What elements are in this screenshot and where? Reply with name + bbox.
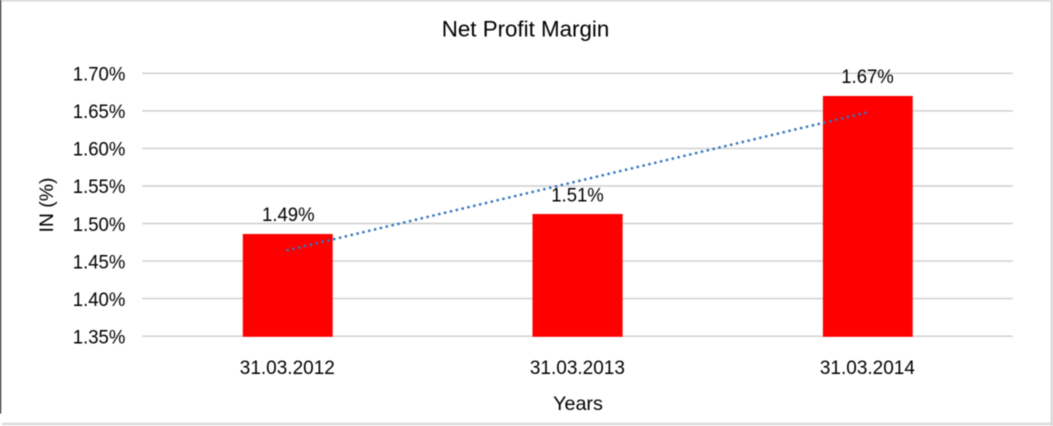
svg-text:31.03.2012: 31.03.2012 (240, 357, 335, 379)
svg-text:1.65%: 1.65% (73, 101, 126, 123)
svg-text:31.03.2013: 31.03.2013 (530, 357, 625, 379)
svg-text:1.55%: 1.55% (73, 176, 126, 198)
svg-text:Net Profit Margin: Net Profit Margin (442, 16, 610, 41)
svg-text:1.49%: 1.49% (262, 204, 315, 226)
svg-text:1.45%: 1.45% (73, 251, 126, 273)
svg-text:1.50%: 1.50% (73, 214, 126, 236)
svg-text:1.67%: 1.67% (841, 66, 894, 88)
svg-text:Years: Years (553, 393, 603, 415)
svg-text:1.60%: 1.60% (73, 139, 126, 161)
svg-text:31.03.2014: 31.03.2014 (820, 357, 915, 379)
svg-text:1.70%: 1.70% (73, 63, 126, 85)
svg-text:1.51%: 1.51% (551, 185, 604, 207)
svg-text:1.40%: 1.40% (73, 289, 126, 311)
svg-text:IN (%): IN (%) (36, 178, 58, 233)
svg-text:1.35%: 1.35% (73, 327, 126, 349)
